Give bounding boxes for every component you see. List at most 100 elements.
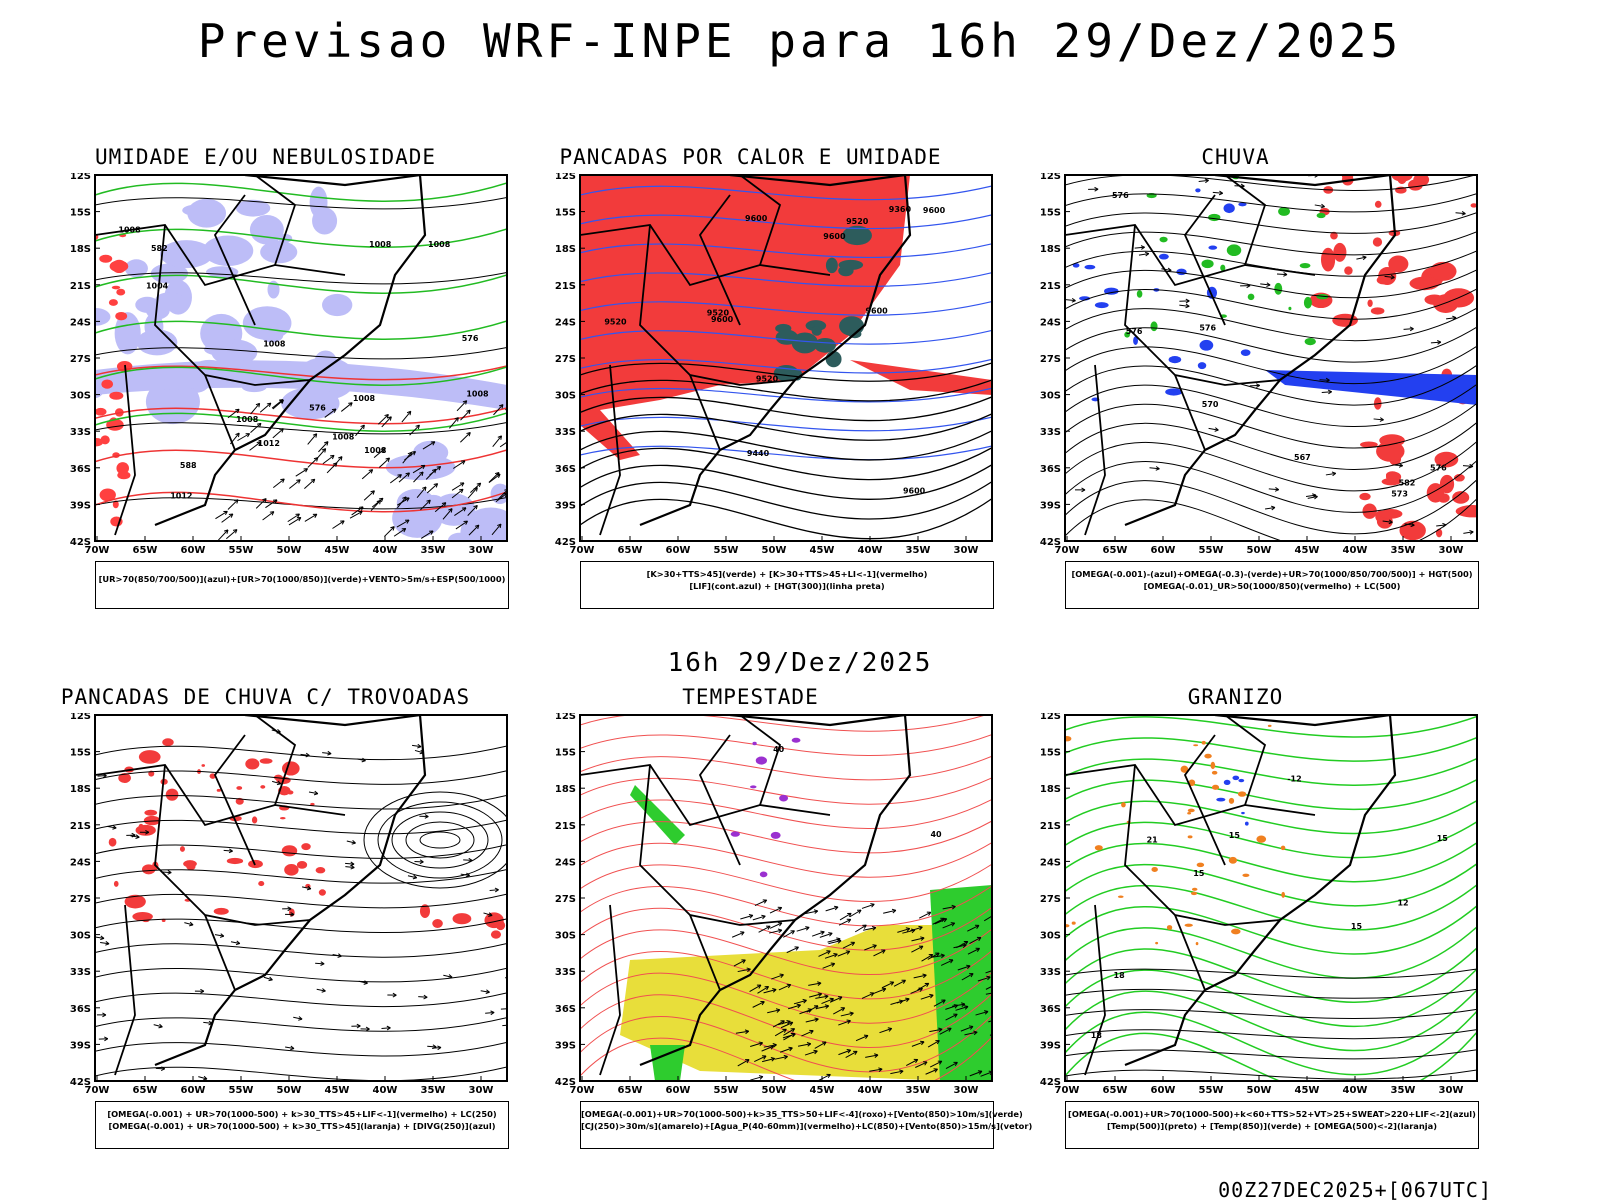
k-index-area: [792, 332, 818, 353]
lon-tick-label: 30W: [469, 1085, 494, 1096]
omega500-orange: [1185, 924, 1193, 927]
thunder-red: [319, 889, 326, 895]
contour-label: 18: [1114, 971, 1126, 980]
rain-red: [1367, 300, 1372, 307]
omega500-orange: [1242, 874, 1249, 877]
contour-label: 21: [1147, 836, 1159, 845]
omega500-orange: [1281, 846, 1286, 851]
omega500-orange: [1188, 835, 1193, 838]
lat-tick-label: 36S: [555, 1004, 576, 1015]
contour-label: 15: [1229, 831, 1241, 840]
lon-tick-label: 60W: [181, 545, 206, 556]
thunder-red: [162, 738, 173, 746]
rain-red: [1332, 314, 1358, 327]
hail-blue: [1245, 822, 1249, 826]
rain-red: [1333, 243, 1346, 262]
omega500-orange: [1192, 888, 1197, 891]
panel-title: GRANIZO: [988, 685, 1483, 709]
legend-line: [LIF](cont.azul) + [HGT(300)](linha pret…: [581, 580, 993, 592]
legend-line: [UR>70(850/700/500)](azul)+[UR>70(1000/8…: [96, 573, 508, 585]
omega-green: [1150, 321, 1157, 331]
omega-green: [1317, 213, 1326, 218]
humidity-area: [155, 292, 184, 307]
lat-tick-label: 36S: [70, 464, 91, 475]
contour-label: 1008: [466, 390, 489, 399]
k-index-area: [808, 323, 815, 328]
thunder-red: [284, 864, 298, 876]
k-index-area: [839, 260, 864, 270]
lon-tick-label: 50W: [277, 545, 302, 556]
omega500-orange: [1118, 896, 1124, 898]
hail-blue: [1216, 798, 1225, 802]
contour-label: 1012: [258, 439, 280, 448]
contour-label: 9440: [747, 449, 770, 458]
lon-tick-label: 60W: [1151, 545, 1176, 556]
lat-tick-label: 27S: [1040, 354, 1061, 365]
map-plot: 58257657657657657357056712S15S18S21S24S2…: [988, 173, 1483, 565]
omega-blue: [1095, 302, 1109, 308]
omega500-orange: [1281, 892, 1285, 898]
contour-label: 12: [1397, 898, 1408, 907]
lat-tick-label: 21S: [1040, 281, 1061, 292]
lat-tick-label: 18S: [70, 244, 91, 255]
lat-tick-label: 15S: [1040, 748, 1061, 759]
humidity-area: [322, 294, 352, 316]
omega500-orange: [1095, 845, 1103, 850]
thunder-red: [139, 750, 161, 764]
contour-label: -12: [1287, 775, 1301, 784]
rain-red: [1427, 483, 1445, 502]
panel-pancadas-calor: PANCADAS POR CALOR E UMIDADE [K>30+TTS>4…: [503, 145, 998, 645]
lat-tick-label: 39S: [70, 1040, 91, 1051]
omega500-orange: [1167, 925, 1172, 930]
map-background: [95, 715, 507, 1081]
lon-tick-label: 35W: [1391, 545, 1416, 556]
map-background: [1065, 715, 1477, 1081]
contour-label: 1008: [364, 446, 387, 455]
map-layers: 9600960096009520960095209600952094409360…: [580, 175, 992, 541]
humidity-red: [90, 438, 103, 446]
omega-green: [1201, 260, 1213, 269]
k-index-area: [826, 258, 838, 274]
lat-tick-label: 27S: [70, 354, 91, 365]
thunder-red: [260, 785, 265, 789]
legend-line: [OMEGA(-0.001)-(azul)+OMEGA(-0.3)-(verde…: [1066, 568, 1478, 580]
contour-label: 9520: [604, 317, 627, 326]
omega500-orange: [1212, 785, 1219, 790]
omega-green: [1288, 307, 1291, 310]
omega500-orange: [1188, 809, 1195, 813]
lon-tick-label: 30W: [954, 1085, 979, 1096]
lon-tick-label: 55W: [714, 545, 739, 556]
omega-blue: [1200, 340, 1214, 351]
rain-red: [1378, 267, 1396, 285]
lon-tick-label: 45W: [810, 545, 835, 556]
hail-blue: [1238, 779, 1244, 782]
thunder-red: [453, 913, 472, 924]
thunder-red: [280, 817, 286, 819]
omega-blue: [1208, 246, 1217, 250]
lat-tick-label: 39S: [555, 1040, 576, 1051]
lat-tick-label: 18S: [555, 244, 576, 255]
lat-tick-label: 33S: [1040, 427, 1061, 438]
lon-tick-label: 65W: [1103, 545, 1128, 556]
thunder-red: [252, 816, 257, 823]
thunder-red: [282, 845, 297, 856]
omega500-orange: [1155, 942, 1158, 944]
middle-title: 16h 29/Dez/2025: [0, 648, 1600, 678]
lon-tick-label: 65W: [1103, 1085, 1128, 1096]
lat-tick-label: 21S: [555, 281, 576, 292]
lon-tick-label: 70W: [570, 545, 595, 556]
lon-tick-label: 45W: [1295, 545, 1320, 556]
lat-tick-label: 24S: [70, 857, 91, 868]
lon-tick-label: 40W: [858, 1085, 883, 1096]
contour-label: 9600: [923, 206, 946, 215]
lat-tick-label: 30S: [70, 391, 91, 402]
omega500-orange: [1268, 725, 1272, 727]
omega500-orange: [1151, 867, 1157, 872]
map-layers: [95, 715, 513, 1081]
lon-tick-label: 40W: [373, 1085, 398, 1096]
lon-tick-label: 70W: [1055, 1085, 1080, 1096]
lat-tick-label: 33S: [70, 967, 91, 978]
lat-tick-label: 24S: [1040, 857, 1061, 868]
contour-label: 1012: [170, 491, 192, 500]
